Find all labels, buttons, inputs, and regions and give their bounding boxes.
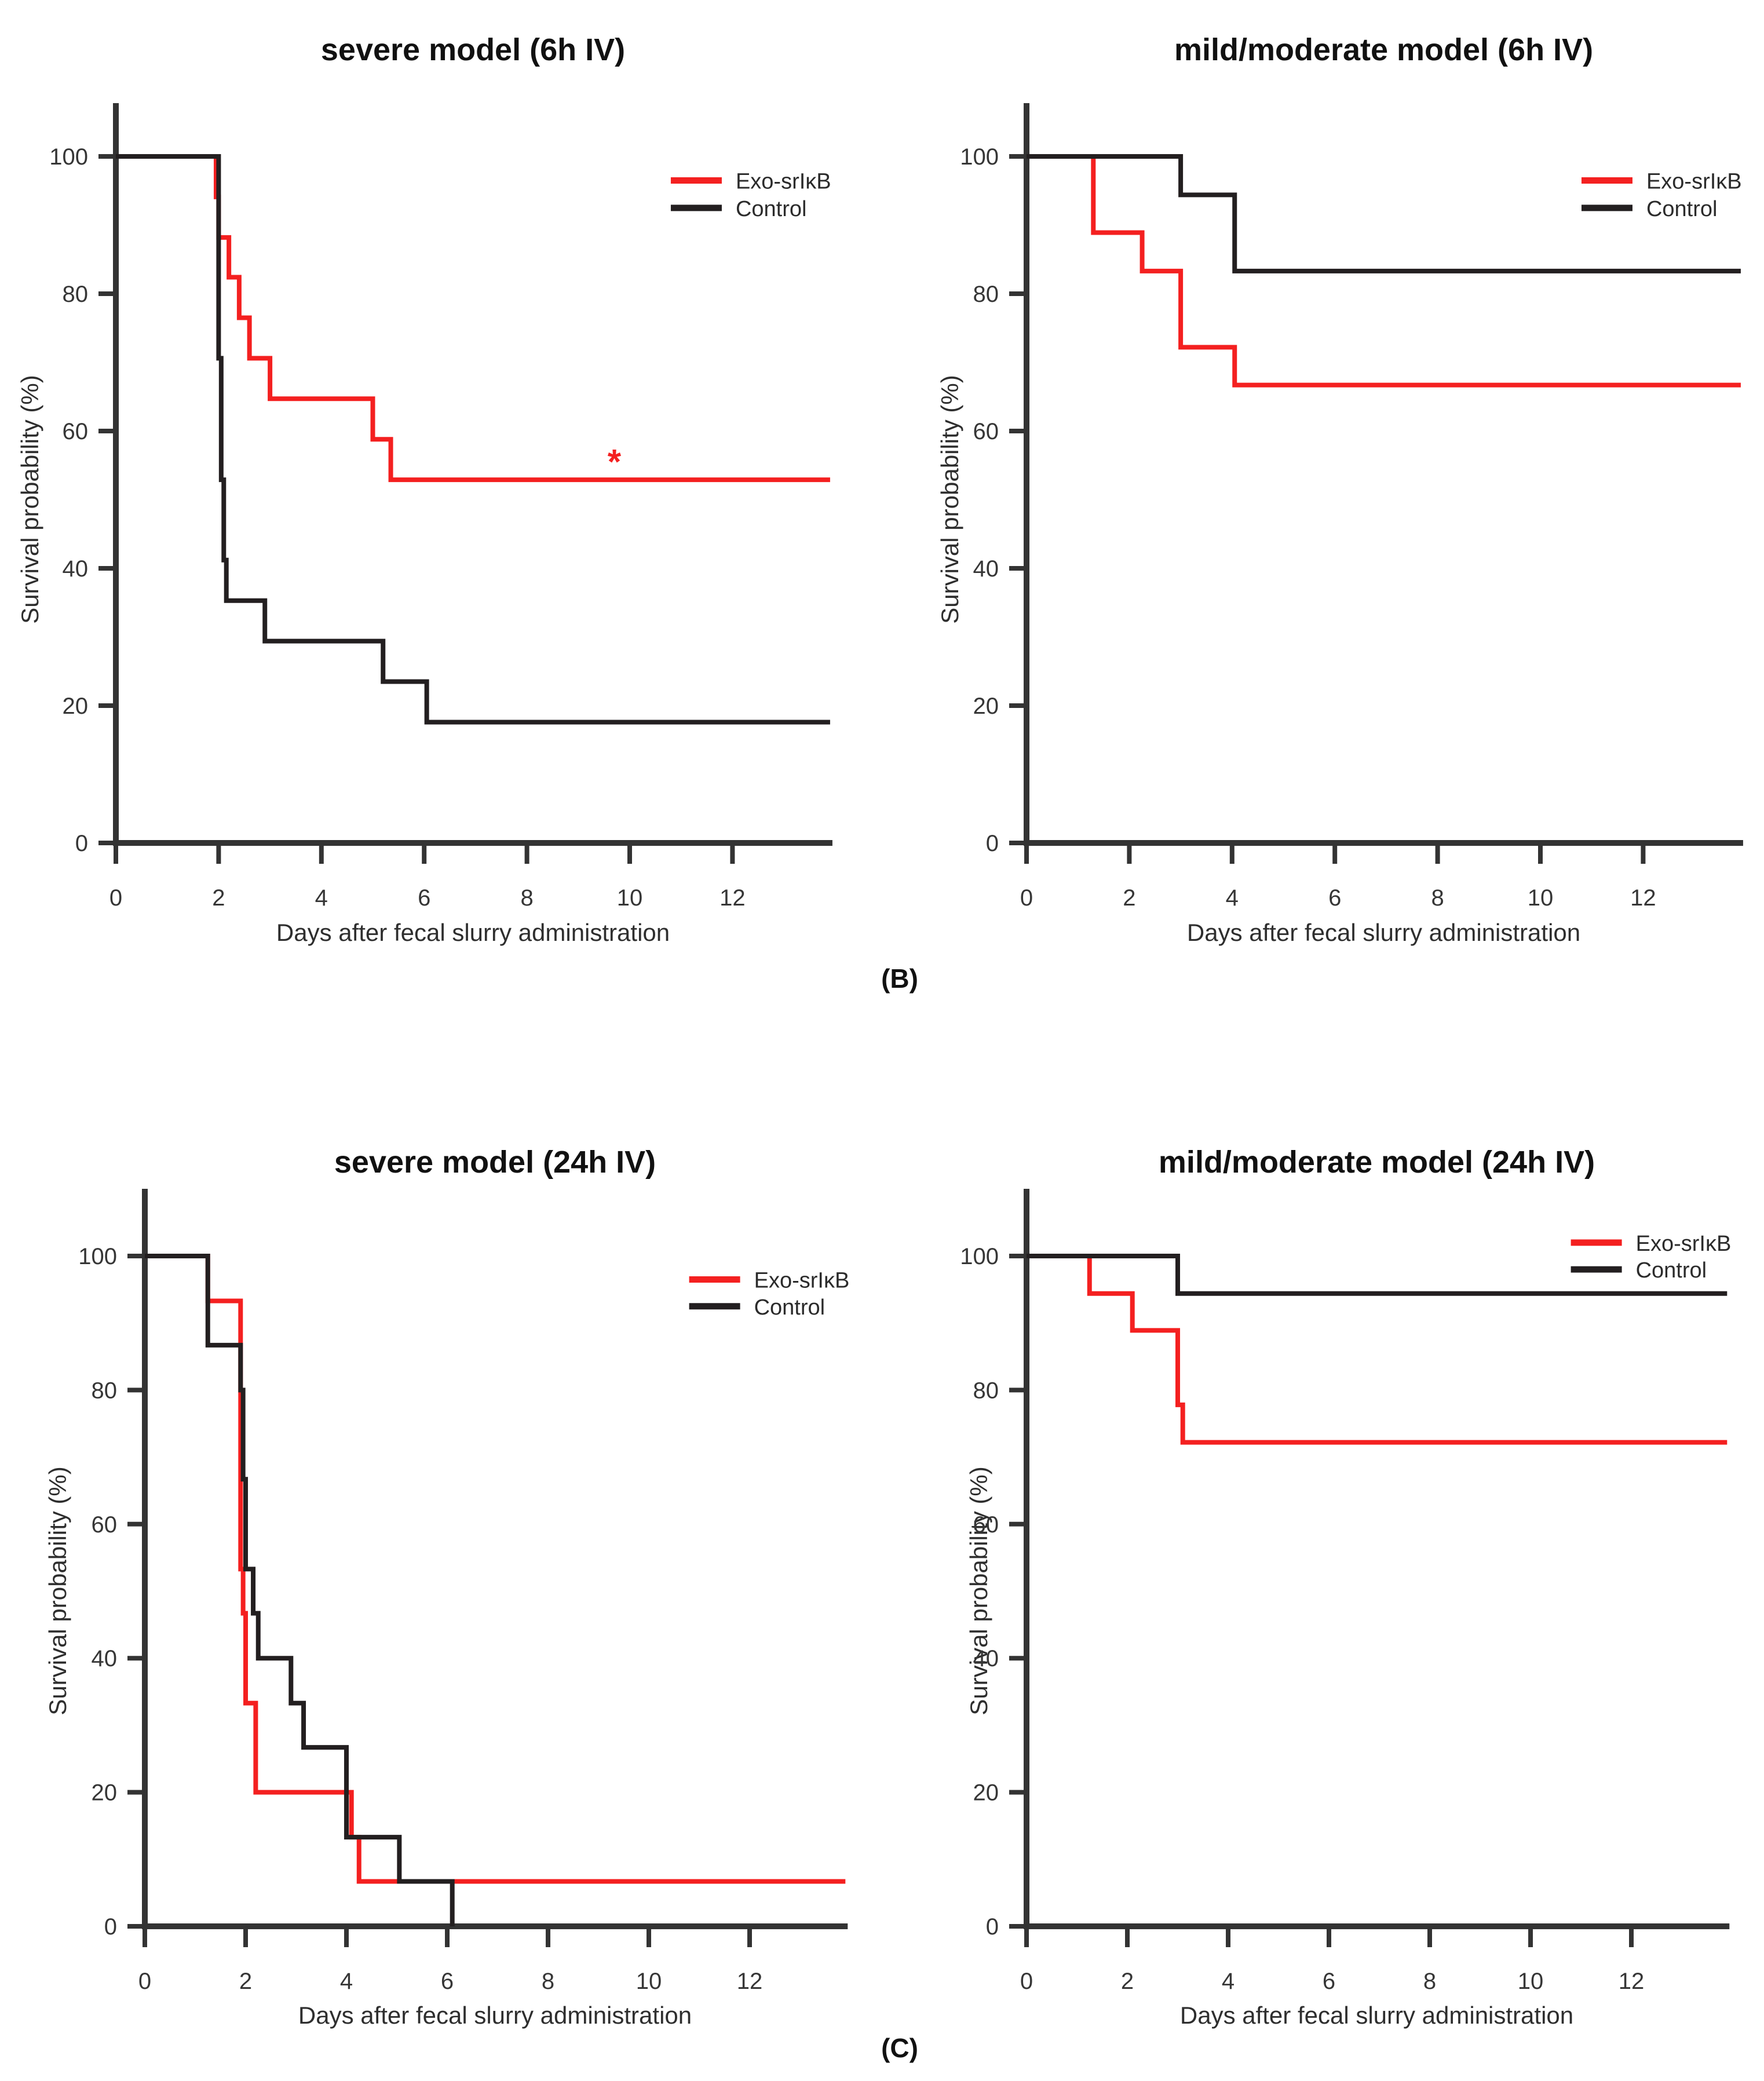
x-tick-label: 8 [542,1969,554,1994]
x-tick-label: 2 [1121,1969,1134,1994]
legend-control-label: Control [754,1295,826,1320]
y-tick-label: 0 [75,831,88,856]
x-axis-label: Days after fecal slurry administration [298,2002,692,2029]
y-tick-label: 40 [63,556,89,582]
y-tick-label: 100 [960,1244,999,1269]
x-tick-label: 10 [617,885,643,911]
y-tick-label: 100 [960,144,999,170]
y-tick-label: 60 [92,1512,118,1538]
y-tick-label: 80 [973,1378,999,1403]
x-tick-label: 0 [138,1969,151,1994]
y-tick-label: 100 [49,144,88,170]
survival-plot-mild-6h: 0 20 40 60 80 100 0 2 4 6 8 10 12 Exo-srIκB Control [960,103,1743,911]
x-tick-label: 12 [737,1969,763,1994]
x-tick-label: 10 [636,1969,662,1994]
exo-sribk-curve [1027,154,1741,388]
x-tick-label: 10 [1518,1969,1544,1994]
x-tick-label: 2 [1123,885,1135,911]
x-tick-label: 8 [1423,1969,1436,1994]
x-tick-label: 4 [1222,1969,1235,1994]
legend-control-label: Control [1646,197,1718,221]
x-tick-label: 6 [418,885,430,911]
x-axis-label: Days after fecal slurry administration [276,919,670,946]
x-tick-label: 2 [212,885,225,911]
x-tick-label: 12 [720,885,746,911]
x-tick-label: 2 [239,1969,252,1994]
x-tick-label: 8 [1431,885,1444,911]
survival-plot-severe-6h: 0 20 40 60 80 100 0 2 4 6 8 10 12 Exo-srIκB Control * [49,103,832,911]
x-axis-label: Days after fecal slurry administration [1186,919,1581,946]
x-tick-label: 10 [1528,885,1554,911]
y-tick-label: 0 [986,1914,999,1940]
exo-sribk-curve [1027,1254,1728,1445]
chart-title: mild/moderate model (6h IV) [1174,32,1594,67]
y-tick-label: 40 [92,1646,118,1671]
control-curve [1027,1254,1728,1296]
x-tick-label: 4 [340,1969,353,1994]
panel-label-c: (C) [881,2033,918,2063]
y-tick-label: 60 [973,1512,999,1538]
y-tick-label: 80 [63,282,89,307]
y-tick-label: 20 [92,1780,118,1806]
x-tick-label: 12 [1619,1969,1645,1994]
legend-exo-label: Exo-srIκB [736,169,831,194]
y-tick-label: 40 [973,1646,999,1671]
y-tick-label: 60 [973,419,999,444]
y-tick-label: 20 [973,1780,999,1806]
y-tick-label: 20 [973,693,999,719]
x-tick-label: 6 [1323,1969,1335,1994]
control-curve [145,1254,455,1926]
legend-control-label: Control [1636,1258,1707,1283]
x-tick-label: 0 [1020,885,1033,911]
y-tick-label: 0 [986,831,999,856]
x-tick-label: 6 [441,1969,454,1994]
y-tick-label: 100 [78,1244,117,1269]
x-tick-label: 8 [520,885,533,911]
control-curve [116,154,830,725]
x-tick-label: 4 [1226,885,1239,911]
chart-title: mild/moderate model (24h IV) [1158,1144,1595,1180]
x-tick-label: 6 [1328,885,1341,911]
x-tick-label: 0 [1020,1969,1033,1994]
x-tick-label: 4 [315,885,328,911]
y-tick-label: 60 [63,419,89,444]
legend-exo-label: Exo-srIκB [1636,1232,1732,1256]
y-tick-label: 80 [92,1378,118,1403]
control-curve [1027,154,1741,273]
y-tick-label: 20 [63,693,89,719]
significance-asterisk: * [608,442,622,481]
y-tick-label: 0 [104,1914,117,1940]
chart-title: severe model (6h IV) [320,32,626,67]
y-tick-label: 80 [973,282,999,307]
legend-exo-label: Exo-srIκB [754,1268,850,1293]
x-tick-label: 12 [1630,885,1656,911]
y-tick-label: 40 [973,556,999,582]
legend-control-label: Control [736,197,807,221]
panel-label-b: (B) [881,963,918,994]
chart-title: severe model (24h IV) [334,1144,656,1180]
x-tick-label: 0 [109,885,122,911]
x-axis-label: Days after fecal slurry administration [1179,2002,1574,2029]
legend-exo-label: Exo-srIκB [1646,169,1742,194]
